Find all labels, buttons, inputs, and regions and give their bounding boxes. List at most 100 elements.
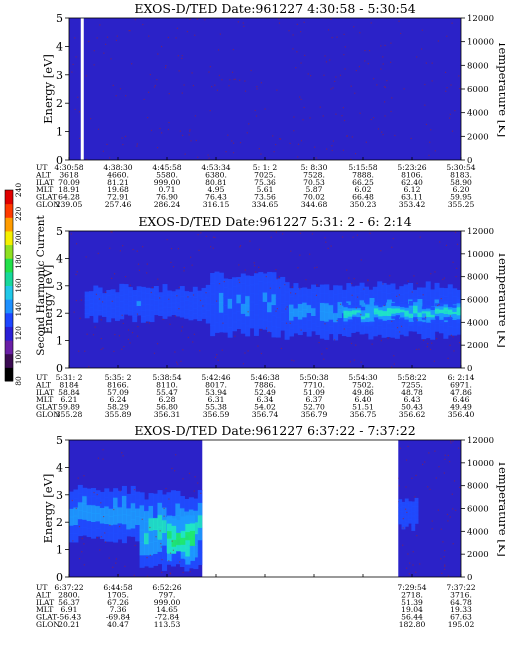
band-cell xyxy=(443,329,449,339)
noise-speck xyxy=(283,564,286,566)
band-cell xyxy=(130,511,136,521)
noise-speck xyxy=(111,300,113,302)
noise-speck xyxy=(297,535,299,537)
y-axis-label: Energy [eV] xyxy=(41,474,55,544)
band-cell xyxy=(149,304,155,311)
band-cell xyxy=(391,310,397,314)
band-cell xyxy=(153,505,159,519)
noise-speck xyxy=(397,477,399,479)
row-value: 355.25 xyxy=(448,200,475,209)
band-cell xyxy=(175,502,181,516)
row-value: 6.37 xyxy=(306,395,323,404)
band-cell xyxy=(414,497,419,503)
band-cell xyxy=(328,319,334,327)
row-value: 6.31 xyxy=(208,395,225,404)
noise-speck xyxy=(396,327,399,329)
band-cell xyxy=(447,309,453,313)
band-cell xyxy=(69,491,75,501)
band-cell xyxy=(240,293,246,304)
noise-speck xyxy=(450,84,452,86)
noise-speck xyxy=(360,259,362,261)
band-cell xyxy=(121,533,127,544)
noise-speck xyxy=(136,145,138,147)
noise-speck xyxy=(434,450,436,452)
noise-speck xyxy=(253,531,255,533)
noise-speck xyxy=(265,561,267,563)
y2-tick-label: 0 xyxy=(467,573,472,583)
noise-speck xyxy=(276,278,278,280)
band-cell xyxy=(293,316,299,326)
band-cell xyxy=(447,326,453,336)
row-value: 316.15 xyxy=(203,200,230,209)
noise-speck xyxy=(168,560,170,562)
noise-speck xyxy=(157,53,159,55)
heatmap-field xyxy=(69,440,461,577)
band-cell xyxy=(434,305,440,309)
band-cell xyxy=(179,507,185,521)
row-value: 6.34 xyxy=(257,395,274,404)
band-cell xyxy=(421,330,427,340)
noise-speck xyxy=(264,473,266,476)
noise-speck xyxy=(330,245,332,247)
noise-speck xyxy=(176,27,179,29)
band-cell xyxy=(114,310,120,317)
band-cell xyxy=(69,525,75,535)
noise-speck xyxy=(367,63,369,65)
noise-speck xyxy=(131,63,133,65)
band-cell xyxy=(333,330,339,341)
noise-speck xyxy=(270,236,272,238)
band-cell xyxy=(123,299,129,305)
band-cell xyxy=(258,300,264,311)
band-cell xyxy=(162,312,168,319)
row-value: 7710. xyxy=(303,380,325,389)
band-cell xyxy=(280,285,286,296)
band-cell xyxy=(89,291,94,296)
band-cell xyxy=(176,538,182,546)
noise-speck xyxy=(385,528,387,530)
band-cell xyxy=(127,310,133,316)
band-cell xyxy=(95,513,101,522)
noise-speck xyxy=(380,340,382,342)
noise-speck xyxy=(146,557,148,559)
band-cell xyxy=(157,526,163,540)
band-cell xyxy=(157,502,163,516)
band-cell xyxy=(108,491,114,501)
noise-speck xyxy=(392,237,394,240)
noise-speck xyxy=(234,78,236,80)
band-cell xyxy=(189,537,196,546)
row-value: 7025. xyxy=(254,170,276,179)
band-cell xyxy=(227,308,233,319)
y-tick-label: 0 xyxy=(56,571,63,584)
noise-speck xyxy=(112,566,114,568)
band-cell xyxy=(130,494,136,504)
band-cell xyxy=(347,310,353,314)
noise-speck xyxy=(324,237,326,239)
band-cell xyxy=(153,541,159,554)
band-cell xyxy=(139,517,145,531)
row-value: 58.29 xyxy=(107,403,129,412)
noise-speck xyxy=(335,113,337,115)
noise-speck xyxy=(94,326,96,328)
band-cell xyxy=(197,310,203,317)
band-cell xyxy=(439,312,445,317)
band-cell xyxy=(311,284,317,293)
row-value: 356.31 xyxy=(154,410,181,419)
band-cell xyxy=(267,271,273,283)
band-cell xyxy=(218,312,224,323)
row-value: 4.95 xyxy=(208,185,225,194)
band-cell xyxy=(395,312,401,316)
band-cell xyxy=(430,311,436,315)
row-value: 54.02 xyxy=(254,403,276,412)
band-cell xyxy=(232,295,238,305)
noise-speck xyxy=(451,493,453,495)
noise-speck xyxy=(344,46,346,48)
noise-speck xyxy=(155,536,157,538)
band-cell xyxy=(399,318,405,327)
noise-speck xyxy=(424,316,427,318)
band-cell xyxy=(430,314,436,318)
band-cell xyxy=(73,515,79,526)
band-cell xyxy=(350,286,356,295)
band-cell xyxy=(108,516,114,526)
band-cell xyxy=(302,294,308,303)
